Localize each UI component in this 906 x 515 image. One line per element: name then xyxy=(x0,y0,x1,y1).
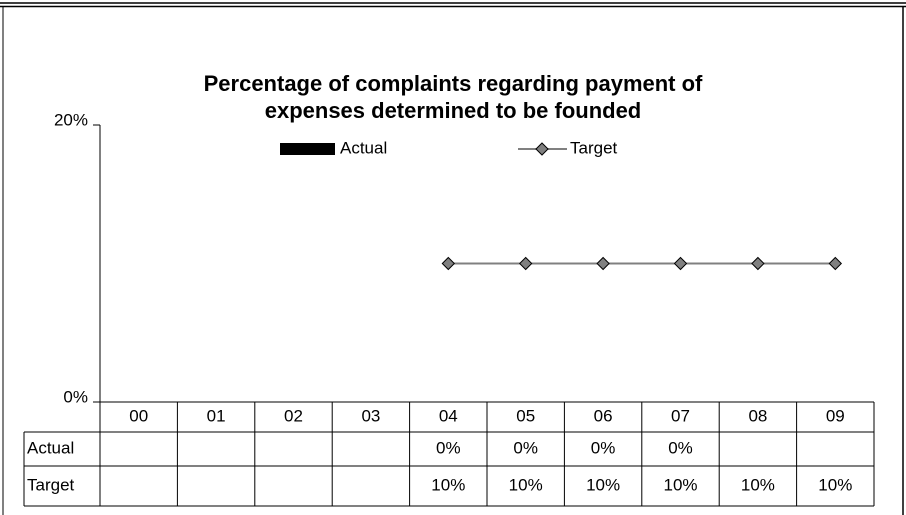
line-marker xyxy=(518,256,533,271)
data-label: 10% xyxy=(586,475,620,494)
data-label: 10% xyxy=(431,475,465,494)
x-tick-label: 07 xyxy=(671,406,690,425)
line-marker xyxy=(441,256,456,271)
x-tick-label: 02 xyxy=(284,406,303,425)
x-tick-label: 06 xyxy=(594,406,613,425)
x-tick-label: 01 xyxy=(207,406,226,425)
legend-label: Target xyxy=(570,138,618,157)
line-marker xyxy=(828,256,843,271)
x-tick-label: 00 xyxy=(129,406,148,425)
data-label: 10% xyxy=(663,475,697,494)
legend-swatch xyxy=(535,142,549,156)
table-row-label: Target xyxy=(27,475,75,494)
x-tick-label: 03 xyxy=(361,406,380,425)
data-label: 0% xyxy=(436,438,461,457)
x-tick-label: 09 xyxy=(826,406,845,425)
y-tick-label: 20% xyxy=(54,110,88,129)
legend-swatch xyxy=(280,143,335,155)
data-label: 0% xyxy=(513,438,538,457)
line-marker xyxy=(751,256,765,271)
legend-label: Actual xyxy=(340,138,387,157)
data-label: 10% xyxy=(741,475,775,494)
table-row-label: Actual xyxy=(27,438,74,457)
chart-title: Percentage of complaints regarding payme… xyxy=(203,71,703,123)
y-tick-label: 0% xyxy=(63,387,88,406)
line-marker xyxy=(673,256,688,271)
data-label: 0% xyxy=(591,438,616,457)
line-marker xyxy=(596,256,610,271)
data-label: 10% xyxy=(509,475,543,494)
x-tick-label: 08 xyxy=(748,406,767,425)
x-tick-label: 05 xyxy=(516,406,535,425)
data-label: 10% xyxy=(818,475,852,494)
data-label: 0% xyxy=(668,438,693,457)
x-tick-label: 04 xyxy=(439,406,458,425)
